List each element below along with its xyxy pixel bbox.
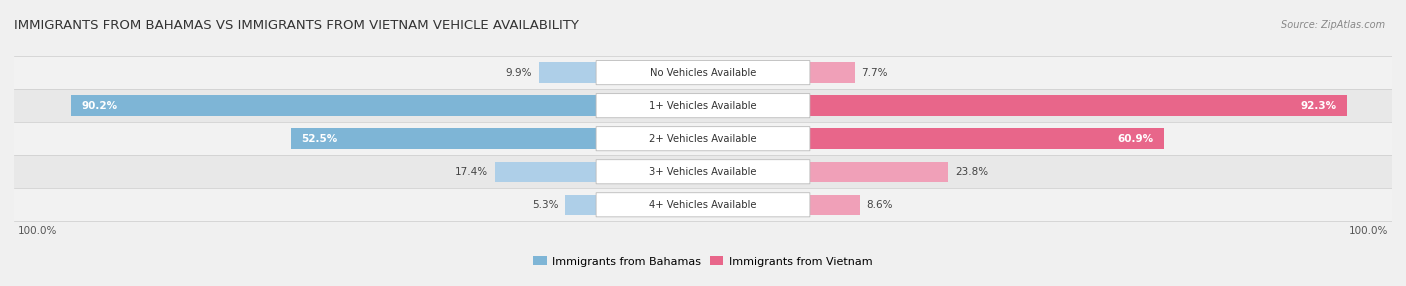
Bar (810, 96, 1347, 116)
Text: 4+ Vehicles Available: 4+ Vehicles Available (650, 200, 756, 210)
Text: 100.0%: 100.0% (17, 226, 56, 236)
Text: 1+ Vehicles Available: 1+ Vehicles Available (650, 101, 756, 111)
Text: 23.8%: 23.8% (955, 167, 988, 177)
Text: Source: ZipAtlas.com: Source: ZipAtlas.com (1281, 20, 1385, 30)
Text: 52.5%: 52.5% (301, 134, 337, 144)
Legend: Immigrants from Bahamas, Immigrants from Vietnam: Immigrants from Bahamas, Immigrants from… (529, 252, 877, 271)
Bar (538, 62, 596, 83)
Text: 90.2%: 90.2% (82, 101, 118, 111)
FancyBboxPatch shape (596, 127, 810, 151)
Text: 100.0%: 100.0% (1350, 226, 1389, 236)
Bar (810, 62, 855, 83)
Text: 92.3%: 92.3% (1301, 101, 1337, 111)
Bar (495, 162, 596, 182)
Bar (14, 188, 1392, 221)
FancyBboxPatch shape (596, 61, 810, 85)
Text: 5.3%: 5.3% (531, 200, 558, 210)
Text: 60.9%: 60.9% (1118, 134, 1154, 144)
Text: 8.6%: 8.6% (866, 200, 893, 210)
Text: No Vehicles Available: No Vehicles Available (650, 67, 756, 78)
Bar (14, 155, 1392, 188)
Text: IMMIGRANTS FROM BAHAMAS VS IMMIGRANTS FROM VIETNAM VEHICLE AVAILABILITY: IMMIGRANTS FROM BAHAMAS VS IMMIGRANTS FR… (14, 19, 579, 32)
Bar (810, 162, 948, 182)
Text: 3+ Vehicles Available: 3+ Vehicles Available (650, 167, 756, 177)
Bar (565, 194, 596, 215)
Text: 9.9%: 9.9% (505, 67, 531, 78)
Bar (810, 128, 1164, 149)
Bar (72, 96, 596, 116)
Bar (14, 56, 1392, 89)
Text: 7.7%: 7.7% (862, 67, 889, 78)
Bar (14, 122, 1392, 155)
Bar (291, 128, 596, 149)
FancyBboxPatch shape (596, 160, 810, 184)
FancyBboxPatch shape (596, 94, 810, 118)
Bar (810, 194, 860, 215)
FancyBboxPatch shape (596, 193, 810, 217)
Text: 2+ Vehicles Available: 2+ Vehicles Available (650, 134, 756, 144)
Text: 17.4%: 17.4% (456, 167, 488, 177)
Bar (14, 89, 1392, 122)
